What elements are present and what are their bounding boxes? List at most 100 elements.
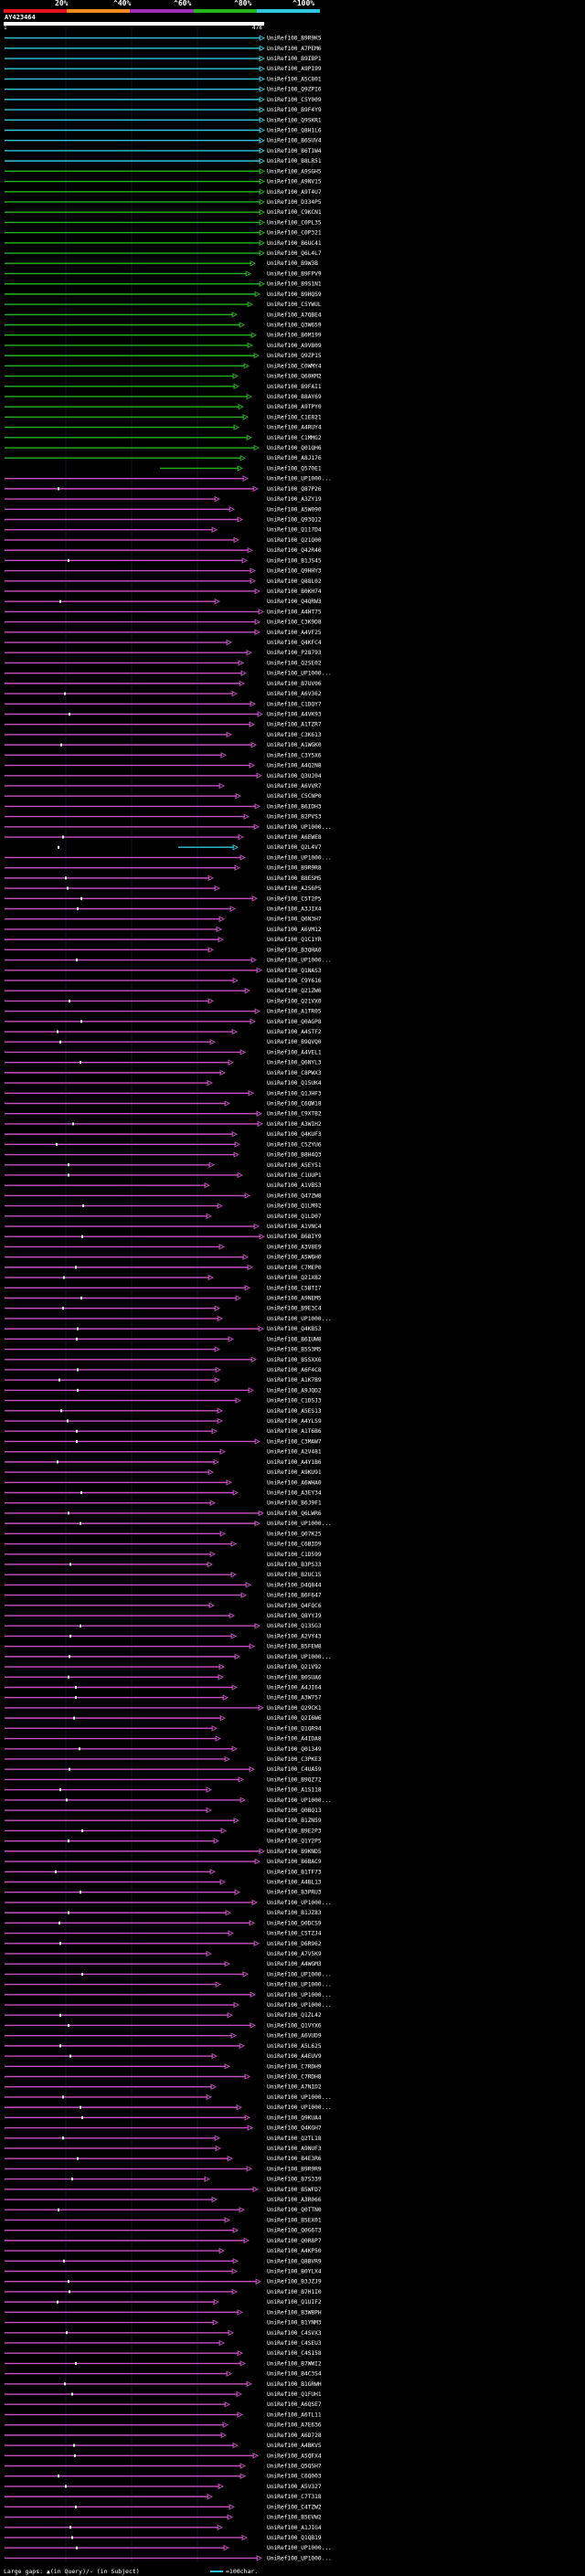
hit-row[interactable]: UniRef100_UP1000...	[5, 475, 332, 482]
hit-row[interactable]: UniRef100_C0PL35	[5, 219, 322, 226]
hit-label[interactable]: UniRef100_C4S158	[267, 2350, 322, 2357]
hit-row[interactable]: UniRef100_D6R962	[5, 1940, 322, 1947]
hit-row[interactable]: UniRef100_Q60KM2	[5, 373, 322, 380]
hit-label[interactable]: UniRef100_Q4FQC6	[267, 1603, 322, 1609]
hit-row[interactable]: UniRef100_C5T2P5	[5, 896, 322, 902]
hit-row[interactable]: UniRef100_A1TR05	[5, 1008, 322, 1015]
hit-row[interactable]: UniRef100_A9JQD2	[5, 1387, 322, 1394]
hit-label[interactable]: UniRef100_B3WBPH	[267, 2309, 322, 2316]
hit-label[interactable]: UniRef100_A5L625	[267, 2043, 322, 2050]
hit-label[interactable]: UniRef100_Q21ZW6	[267, 988, 322, 994]
hit-row[interactable]: UniRef100_C8PWX3	[5, 1069, 322, 1076]
hit-row[interactable]: UniRef100_B9F4Y9	[5, 106, 322, 113]
hit-row[interactable]: UniRef100_B1JS45	[5, 557, 322, 564]
hit-row[interactable]: UniRef100_D334P5	[5, 198, 322, 206]
hit-label[interactable]: UniRef100_A7N1D2	[267, 2084, 322, 2091]
hit-row[interactable]: UniRef100_A7E636	[5, 2422, 322, 2429]
hit-row[interactable]: UniRef100_C9Y616	[5, 977, 322, 984]
hit-row[interactable]: UniRef100_C1E821	[5, 414, 322, 420]
hit-row[interactable]: UniRef100_C3MAW7	[5, 1438, 322, 1445]
hit-label[interactable]: UniRef100_C5YWUL	[267, 302, 322, 308]
hit-row[interactable]: UniRef100_A2S6P5	[5, 885, 322, 892]
hit-row[interactable]: UniRef100_B5EX01	[5, 2217, 322, 2223]
hit-label[interactable]: UniRef100_B3QHA0	[267, 947, 322, 953]
hit-label[interactable]: UniRef100_B8LR51	[267, 158, 322, 164]
hit-label[interactable]: UniRef100_B6T1W4	[267, 148, 322, 154]
hit-label[interactable]: UniRef100_C5CNP0	[267, 793, 322, 800]
hit-label[interactable]: UniRef100_A9VB09	[267, 343, 322, 349]
hit-row[interactable]: UniRef100_B6T1W4	[5, 147, 322, 154]
hit-row[interactable]: UniRef100_A4BL13	[5, 1879, 322, 1886]
hit-row[interactable]: UniRef100_B1TF73	[5, 1869, 322, 1875]
hit-row[interactable]: UniRef100_A6QSE7	[5, 2401, 322, 2408]
hit-row[interactable]: UniRef100_Q21XB2	[5, 1274, 322, 1281]
hit-row[interactable]: UniRef100_Q9ZP15	[5, 352, 322, 359]
hit-label[interactable]: UniRef100_B9HQS9	[267, 292, 322, 298]
hit-label[interactable]: UniRef100_Q1ZL42	[267, 2012, 322, 2019]
hit-label[interactable]: UniRef100_UP1000...	[267, 671, 332, 677]
hit-label[interactable]: UniRef100_A4Y1B6	[267, 1459, 322, 1466]
hit-row[interactable]: UniRef100_A1VNC4	[5, 1223, 322, 1230]
hit-row[interactable]: UniRef100_UP1000...	[5, 2094, 332, 2101]
hit-label[interactable]: UniRef100_Q42R40	[267, 547, 322, 554]
hit-label[interactable]: UniRef100_A9T4U7	[267, 189, 322, 196]
hit-row[interactable]: UniRef100_A4IDA8	[5, 1735, 322, 1743]
hit-row[interactable]: UniRef100_Q01349	[5, 1745, 322, 1753]
hit-label[interactable]: UniRef100_Q2L4V7	[267, 844, 322, 851]
hit-label[interactable]: UniRef100_B5EVW2	[267, 2515, 322, 2521]
hit-row[interactable]: UniRef100_Q21V92	[5, 1663, 322, 1670]
hit-label[interactable]: UniRef100_Q2TL18	[267, 2136, 322, 2142]
hit-label[interactable]: UniRef100_Q07K25	[267, 1531, 322, 1537]
hit-label[interactable]: UniRef100_UP1000...	[267, 2094, 332, 2101]
hit-row[interactable]: UniRef100_B9QZ72	[5, 1776, 322, 1783]
hit-label[interactable]: UniRef100_A5EY51	[267, 1162, 322, 1169]
hit-label[interactable]: UniRef100_A4WGM3	[267, 1961, 322, 1967]
hit-row[interactable]: UniRef100_Q01QH6	[5, 444, 322, 451]
hit-label[interactable]: UniRef100_C0PL35	[267, 219, 322, 226]
hit-row[interactable]: UniRef100_Q1QR94	[5, 1725, 322, 1732]
hit-label[interactable]: UniRef100_UP1000...	[267, 1521, 332, 1527]
hit-label[interactable]: UniRef100_B3JZJ9	[267, 2279, 322, 2285]
hit-label[interactable]: UniRef100_B0KH74	[267, 588, 322, 595]
hit-label[interactable]: UniRef100_Q0AGP8	[267, 1019, 322, 1025]
hit-row[interactable]: UniRef100_C4S158	[5, 2349, 322, 2357]
hit-label[interactable]: UniRef100_A6TL11	[267, 2412, 322, 2418]
hit-label[interactable]: UniRef100_UP1000...	[267, 2545, 332, 2551]
hit-row[interactable]: UniRef100_UP1000...	[5, 1991, 332, 1998]
hit-label[interactable]: UniRef100_UP1000...	[267, 476, 332, 482]
hit-label[interactable]: UniRef100_Q0BQ13	[267, 1807, 322, 1814]
hit-row[interactable]: UniRef100_Q5QSH7	[5, 2463, 322, 2470]
hit-label[interactable]: UniRef100_B9F4Y9	[267, 107, 322, 113]
hit-row[interactable]: UniRef100_C1MMG2	[5, 434, 322, 441]
hit-label[interactable]: UniRef100_UP1000...	[267, 1316, 332, 1322]
hit-row[interactable]: UniRef100_B5FEW8	[5, 1643, 322, 1650]
hit-label[interactable]: UniRef100_A5QFX4	[267, 2453, 322, 2459]
hit-row[interactable]: UniRef100_UP1000...	[5, 670, 332, 677]
hit-label[interactable]: UniRef100_B6J9F1	[267, 1500, 322, 1507]
hit-label[interactable]: UniRef100_A6VM12	[267, 927, 322, 933]
hit-row[interactable]: UniRef100_A3R066	[5, 2196, 322, 2203]
hit-row[interactable]: UniRef100_UP1000...	[5, 1653, 332, 1660]
hit-row[interactable]: UniRef100_A4RUY4	[5, 424, 322, 431]
hit-label[interactable]: UniRef100_Q0R8P7	[267, 2238, 322, 2244]
hit-row[interactable]: UniRef100_B9KND5	[5, 1848, 322, 1855]
hit-label[interactable]: UniRef100_B9W3B	[267, 260, 318, 267]
hit-row[interactable]: UniRef100_B8AY69	[5, 393, 322, 400]
hit-label[interactable]: UniRef100_UP1000...	[267, 1797, 332, 1804]
hit-row[interactable]: UniRef100_Q21Q00	[5, 536, 322, 544]
hit-label[interactable]: UniRef100_Q29CK1	[267, 1705, 322, 1712]
hit-label[interactable]: UniRef100_A3W757	[267, 1695, 322, 1701]
hit-row[interactable]: UniRef100_A3V8E9	[5, 1244, 322, 1250]
hit-row[interactable]: UniRef100_UP1000...	[5, 1520, 332, 1527]
hit-row[interactable]: UniRef100_Q2I6W6	[5, 1714, 322, 1722]
hit-label[interactable]: UniRef100_A2S6P5	[267, 885, 322, 892]
hit-row[interactable]: UniRef100_A3JIX4	[5, 906, 322, 913]
hit-row[interactable]: UniRef100_C5Y009	[5, 96, 322, 103]
hit-label[interactable]: UniRef100_A1VNC4	[267, 1224, 322, 1230]
hit-row[interactable]: UniRef100_A5EY51	[5, 1161, 322, 1169]
hit-row[interactable]: UniRef100_A5V327	[5, 2483, 322, 2490]
hit-label[interactable]: UniRef100_A3ZY19	[267, 496, 322, 503]
hit-label[interactable]: UniRef100_A6VUD9	[267, 2033, 322, 2040]
hit-row[interactable]: UniRef100_A3EY34	[5, 1489, 322, 1497]
hit-label[interactable]: UniRef100_B8ESM5	[267, 875, 322, 882]
